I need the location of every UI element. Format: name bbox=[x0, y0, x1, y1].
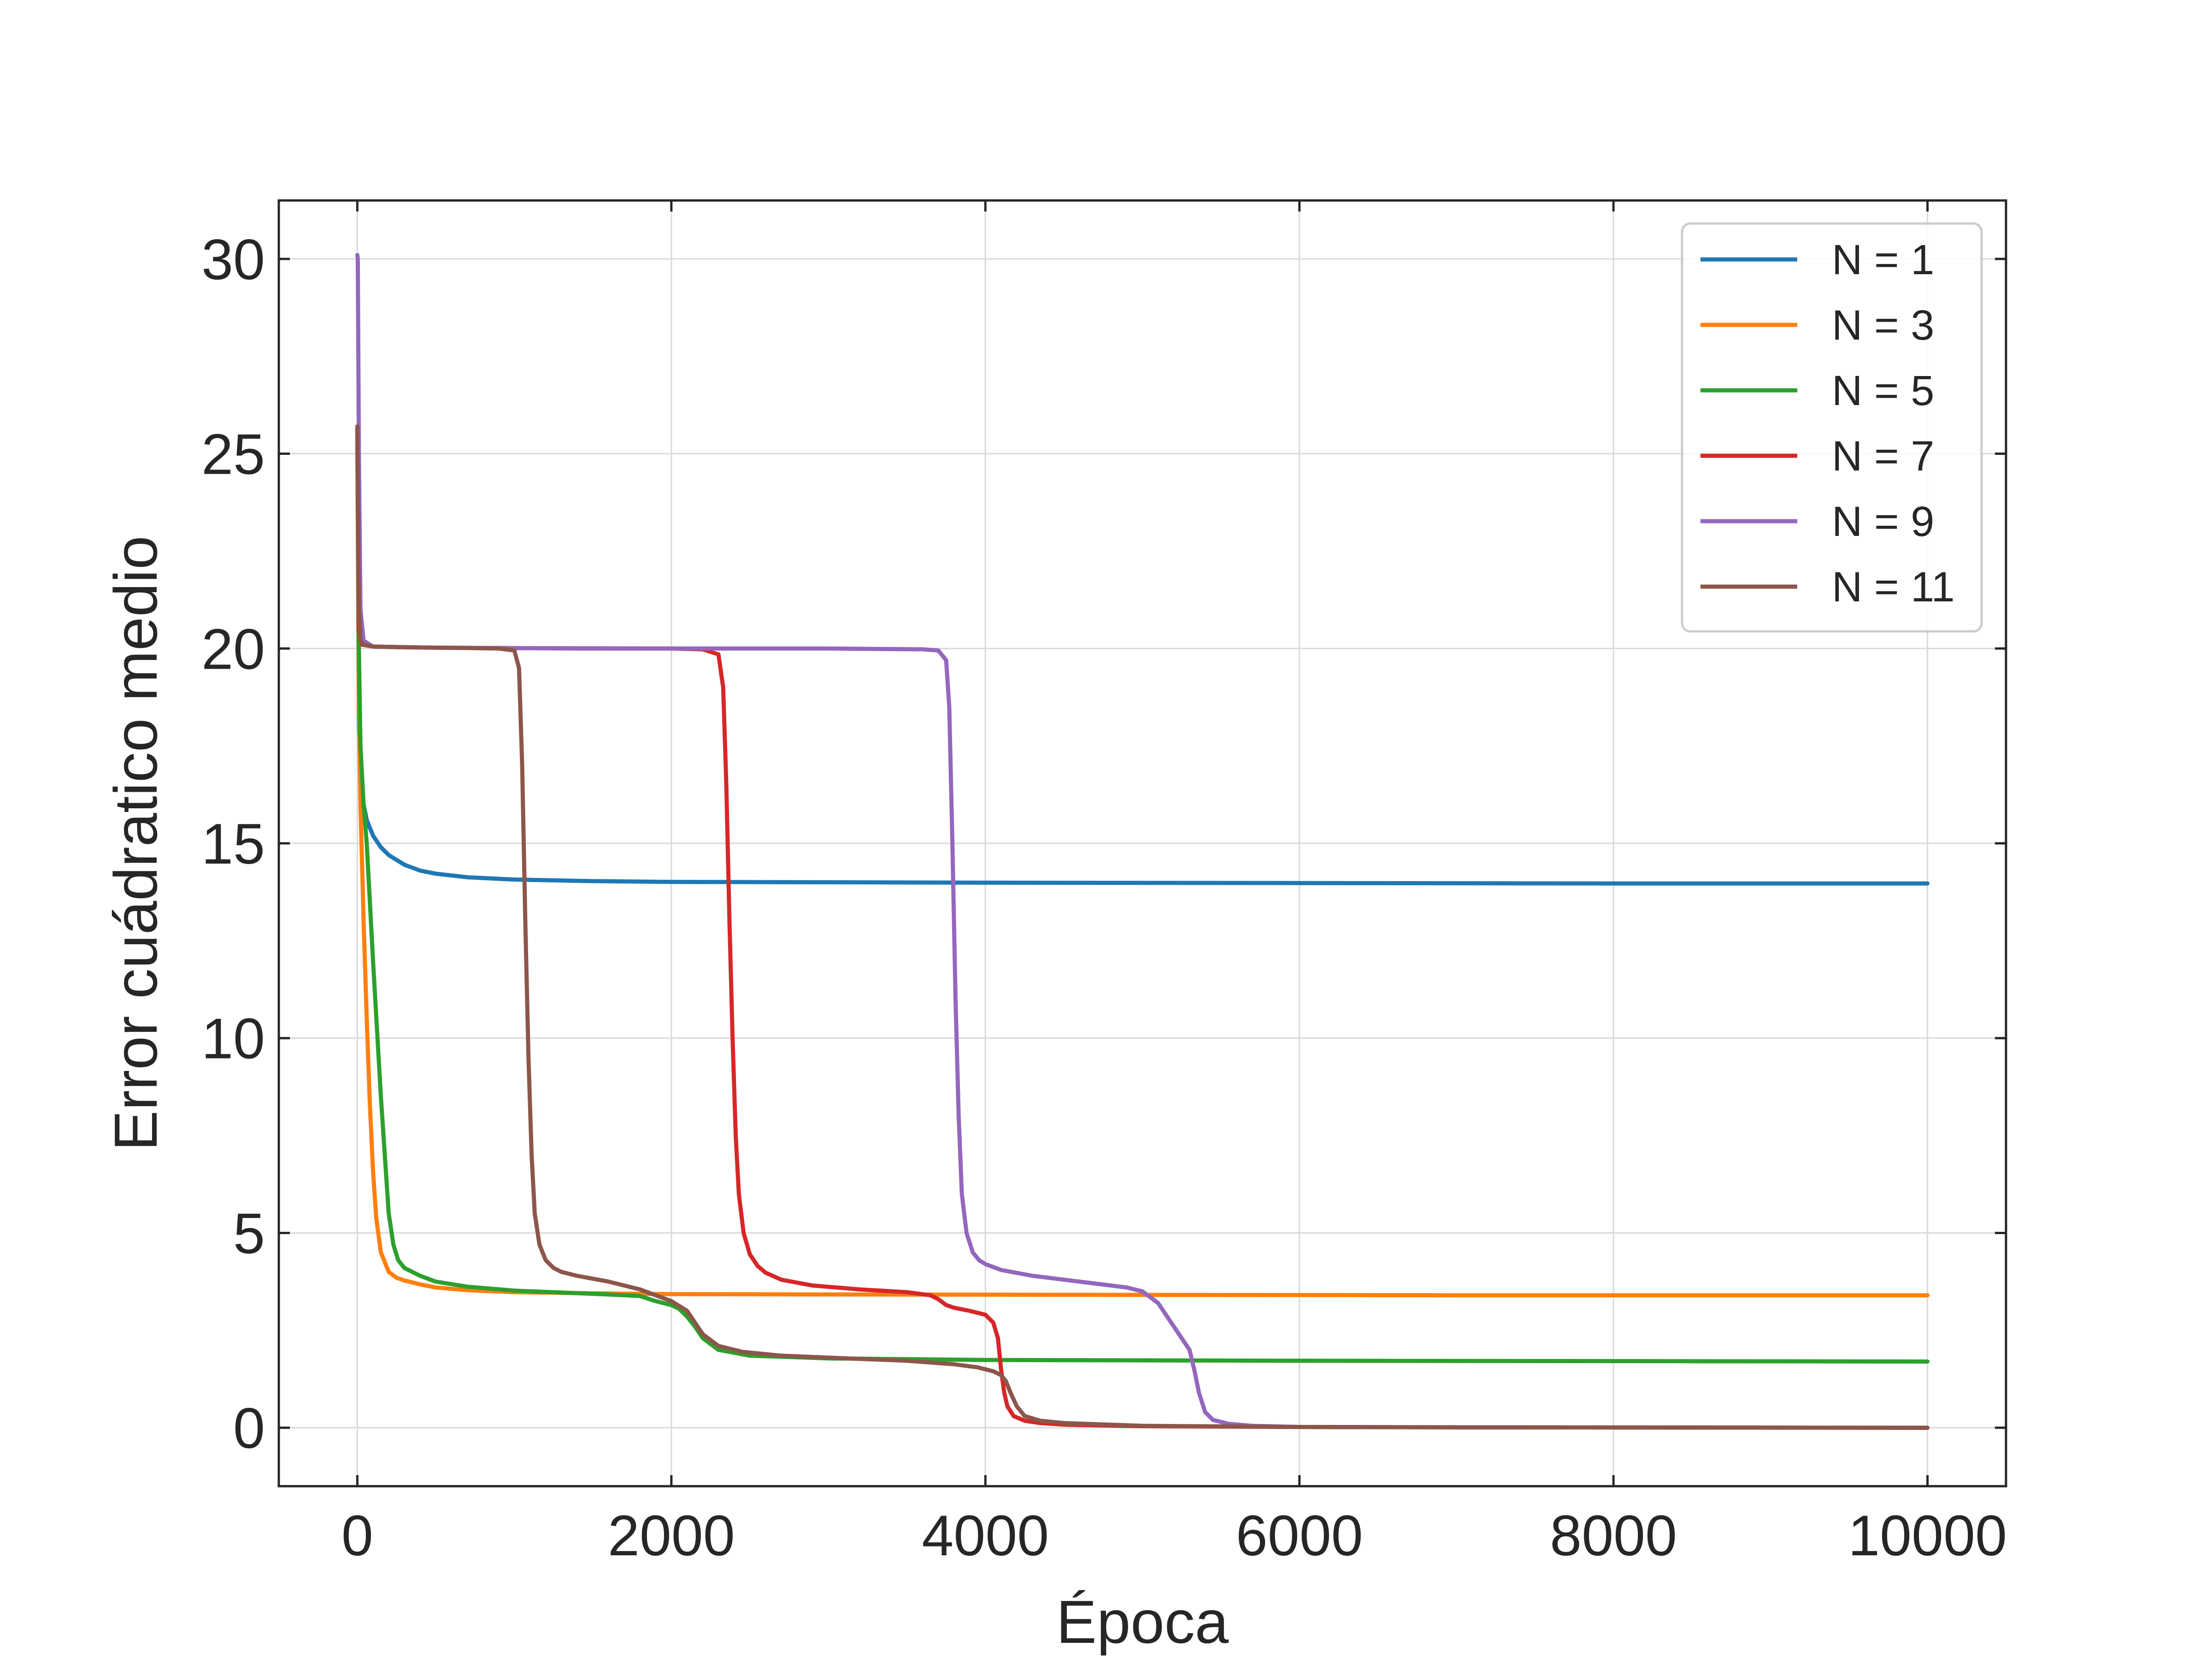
legend: N = 1 N = 3 N = 5 N = 7 N = 9 N = 11 bbox=[1681, 222, 1983, 633]
y-tick-label: 20 bbox=[201, 618, 265, 681]
legend-label: N = 11 bbox=[1832, 564, 1955, 611]
x-tick-label: 2000 bbox=[608, 1504, 735, 1568]
y-tick-label: 15 bbox=[201, 812, 265, 876]
y-tick-label: 5 bbox=[233, 1202, 265, 1265]
series-lines bbox=[355, 253, 1930, 1430]
series-line-2 bbox=[355, 428, 1930, 1298]
axis-ticks bbox=[279, 200, 2006, 1486]
y-tick-label: 10 bbox=[201, 1007, 265, 1071]
y-axis-label: Error cuádratico medio bbox=[102, 535, 170, 1151]
y-tick-label: 0 bbox=[233, 1397, 265, 1460]
y-tick-label: 25 bbox=[201, 423, 265, 487]
series-line-3 bbox=[355, 428, 1930, 1364]
legend-label: N = 9 bbox=[1832, 498, 1934, 545]
x-tick-label: 0 bbox=[341, 1504, 373, 1568]
y-tick-label: 30 bbox=[201, 228, 265, 292]
x-axis-label: Época bbox=[1056, 1588, 1229, 1656]
x-tick-label: 6000 bbox=[1236, 1504, 1363, 1568]
x-tick-label: 10000 bbox=[1848, 1504, 2007, 1568]
legend-label: N = 7 bbox=[1832, 433, 1934, 480]
legend-label: N = 5 bbox=[1832, 367, 1934, 414]
y-tick-labels: 0 5 10 15 20 25 30 bbox=[201, 228, 265, 1460]
legend-label: N = 1 bbox=[1832, 236, 1934, 283]
x-tick-label: 4000 bbox=[922, 1504, 1049, 1568]
legend-label: N = 3 bbox=[1832, 302, 1934, 349]
series-line-6 bbox=[355, 424, 1930, 1430]
plot-frame bbox=[277, 199, 2007, 1488]
x-tick-labels: 0 2000 4000 6000 8000 10000 bbox=[341, 1504, 2007, 1568]
x-tick-label: 8000 bbox=[1550, 1504, 1677, 1568]
